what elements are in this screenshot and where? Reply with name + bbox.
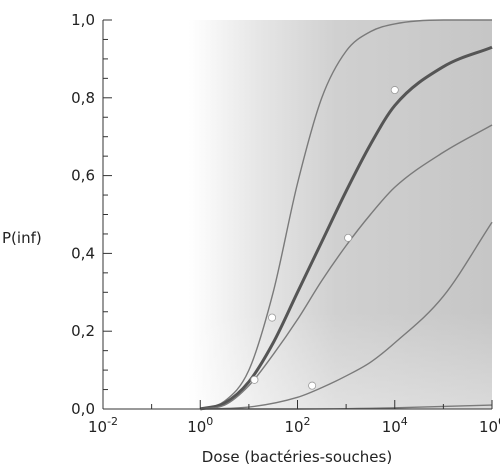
observed-point-3 bbox=[308, 381, 317, 390]
model-curve-3 bbox=[200, 124, 493, 410]
x-tick-label: 10-2 bbox=[88, 415, 118, 436]
y-tick-label: 0,4 bbox=[71, 244, 95, 262]
observed-point-1 bbox=[250, 375, 259, 384]
y-axis-ticks: 0,0 0,2 0,4 0,6 0,8 1,0 bbox=[71, 11, 112, 418]
y-tick-label: 1,0 bbox=[71, 11, 95, 29]
x-axis-ticks: 10-2 100 102 104 106 bbox=[88, 400, 500, 436]
x-axis-title: Dose (bactéries-souches) bbox=[202, 448, 392, 466]
y-axis-title: P(inf) bbox=[2, 229, 42, 247]
model-curves bbox=[199, 19, 493, 411]
observed-point-5 bbox=[390, 86, 399, 95]
y-tick-label: 0,2 bbox=[71, 322, 95, 340]
x-tick-label: 106 bbox=[479, 415, 500, 436]
y-tick-label: 0,6 bbox=[71, 167, 95, 185]
model-curve-1 bbox=[200, 19, 492, 410]
model-curve-2 bbox=[199, 45, 493, 411]
x-tick-label: 100 bbox=[187, 415, 213, 436]
observed-points bbox=[250, 86, 399, 390]
x-tick-label: 104 bbox=[382, 415, 408, 436]
model-curve-4 bbox=[200, 221, 493, 410]
observed-point-2 bbox=[268, 313, 277, 322]
x-tick-label: 102 bbox=[284, 415, 310, 436]
y-tick-label: 0,8 bbox=[71, 89, 95, 107]
observed-point-4 bbox=[344, 233, 353, 242]
plot-background-fade bbox=[103, 20, 492, 409]
y-tick-label: 0,0 bbox=[71, 400, 95, 418]
